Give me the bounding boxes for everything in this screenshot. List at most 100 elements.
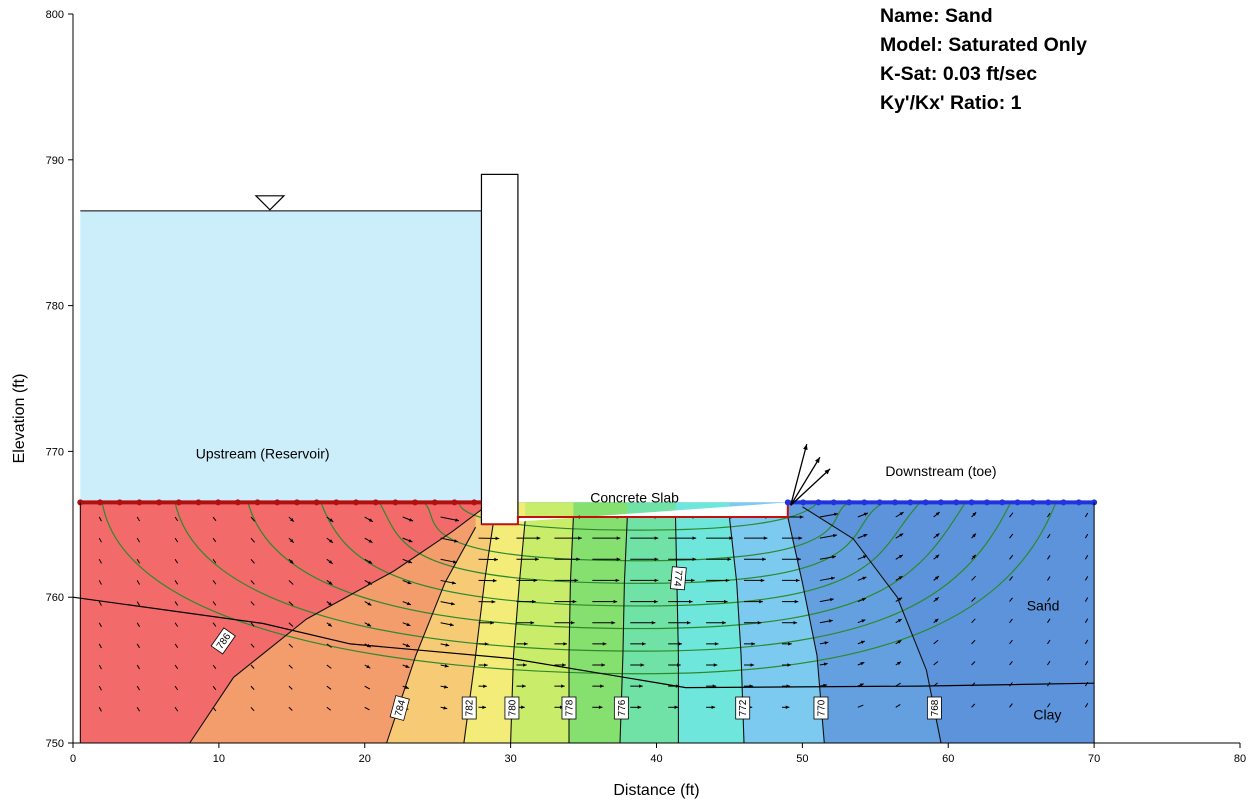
velocity-arrowhead: [532, 599, 536, 604]
velocity-vector: [1009, 703, 1013, 708]
boundary-node: [293, 499, 300, 506]
velocity-arrowhead: [482, 705, 487, 710]
velocity-arrowhead: [367, 623, 372, 627]
velocity-arrowhead: [598, 705, 603, 710]
velocity-arrowhead: [863, 534, 868, 538]
velocity-arrowhead: [972, 512, 977, 517]
boundary-node: [175, 499, 182, 506]
velocity-arrowhead: [328, 602, 333, 606]
velocity-vector: [1047, 597, 1051, 602]
velocity-vector: [933, 661, 939, 666]
velocity-arrowhead: [642, 642, 646, 646]
velocity-arrowhead: [897, 661, 902, 666]
velocity-vector: [98, 516, 102, 522]
velocity-arrowhead: [678, 642, 683, 646]
contour-label-box: [461, 696, 477, 720]
velocity-vector: [1009, 661, 1013, 666]
boundary-node: [96, 499, 103, 506]
velocity-vector: [971, 703, 976, 708]
velocity-arrowhead: [405, 664, 410, 668]
velocity-vector: [1009, 554, 1014, 560]
contour-label-text: 770: [816, 699, 827, 716]
velocity-arrowhead: [861, 598, 866, 602]
contour-label: 782: [461, 696, 477, 720]
velocity-arrowhead: [691, 578, 695, 583]
velocity-arrowhead: [368, 518, 373, 522]
velocity-arrowhead: [408, 539, 413, 543]
velocity-arrowhead: [935, 533, 940, 537]
velocity-arrowhead: [289, 538, 294, 543]
concrete-slab: [481, 502, 789, 526]
contour-label-text: 780: [507, 699, 518, 716]
boundary-node: [937, 499, 944, 506]
velocity-arrowhead: [570, 620, 575, 625]
velocity-arrowhead: [724, 599, 728, 604]
velocity-vector: [1009, 597, 1013, 602]
region-label-concrete-slab: Concrete Slab: [590, 489, 679, 505]
exit-arrowhead: [803, 444, 808, 451]
region-label-clay: Clay: [1033, 707, 1061, 723]
region-label-sand: Sand: [1027, 597, 1060, 613]
velocity-vector: [971, 639, 976, 645]
velocity-arrowhead: [530, 620, 535, 625]
velocity-vector: [136, 580, 141, 585]
material-name: Name: Sand: [880, 5, 993, 27]
boundary-node: [953, 499, 960, 506]
velocity-arrowhead: [935, 512, 940, 516]
velocity-arrowhead: [328, 560, 333, 564]
water-level-triangle-icon: [254, 195, 286, 211]
velocity-arrowhead: [833, 533, 837, 538]
velocity-arrowhead: [574, 578, 579, 583]
y-tick-label: 780: [46, 301, 64, 313]
velocity-vector: [136, 516, 141, 522]
velocity-vector: [98, 685, 102, 691]
contour-label: 776: [613, 696, 629, 720]
velocity-vector: [174, 707, 179, 712]
velocity-vector: [212, 580, 217, 585]
boundary-node: [815, 499, 822, 506]
boundary-node: [136, 499, 143, 506]
velocity-vector: [212, 685, 217, 691]
velocity-vector: [1047, 618, 1051, 623]
velocity-arrowhead: [328, 581, 333, 585]
boundary-node: [313, 499, 320, 506]
velocity-arrowhead: [578, 536, 582, 540]
contour-label-text: 776: [617, 699, 628, 716]
velocity-vector: [288, 643, 294, 648]
velocity-arrowhead: [490, 621, 494, 625]
velocity-vector: [1047, 639, 1051, 645]
velocity-arrowhead: [714, 642, 719, 646]
flow-path-line: [422, 502, 857, 562]
axes: 0 10 20 30 40 50 60 70 80 750 760 770 780 790 800: [46, 9, 1246, 765]
material-model: Model: Saturated Only: [880, 34, 1087, 56]
velocity-arrowhead: [444, 664, 449, 668]
contour-label-box: [210, 627, 236, 655]
velocity-vector: [212, 537, 217, 543]
velocity-arrowhead: [289, 559, 294, 564]
velocity-vector: [174, 559, 179, 564]
velocity-vector: [98, 537, 102, 543]
velocity-vector: [326, 643, 332, 648]
velocity-arrowhead: [637, 705, 642, 710]
boundary-node: [876, 499, 883, 506]
boundary-node: [352, 499, 359, 506]
velocity-vector: [1047, 703, 1051, 708]
velocity-arrowhead: [859, 683, 864, 687]
boundary-node: [1060, 499, 1067, 506]
boundary-node: [451, 499, 458, 506]
velocity-vector: [136, 559, 141, 564]
velocity-arrowhead: [368, 560, 373, 564]
velocity-vector: [136, 707, 141, 712]
contour-label-text: 782: [465, 699, 476, 716]
velocity-vector: [136, 622, 141, 627]
velocity-arrowhead: [897, 618, 902, 623]
velocity-vector: [364, 685, 371, 690]
contour-label-box: [504, 696, 520, 720]
head-band-fill: [80, 502, 482, 743]
velocity-vector: [971, 618, 976, 624]
velocity-arrowhead: [722, 620, 726, 625]
contour-label-box: [613, 696, 629, 720]
velocity-arrowhead: [494, 557, 498, 562]
exit-vector: [790, 456, 821, 506]
